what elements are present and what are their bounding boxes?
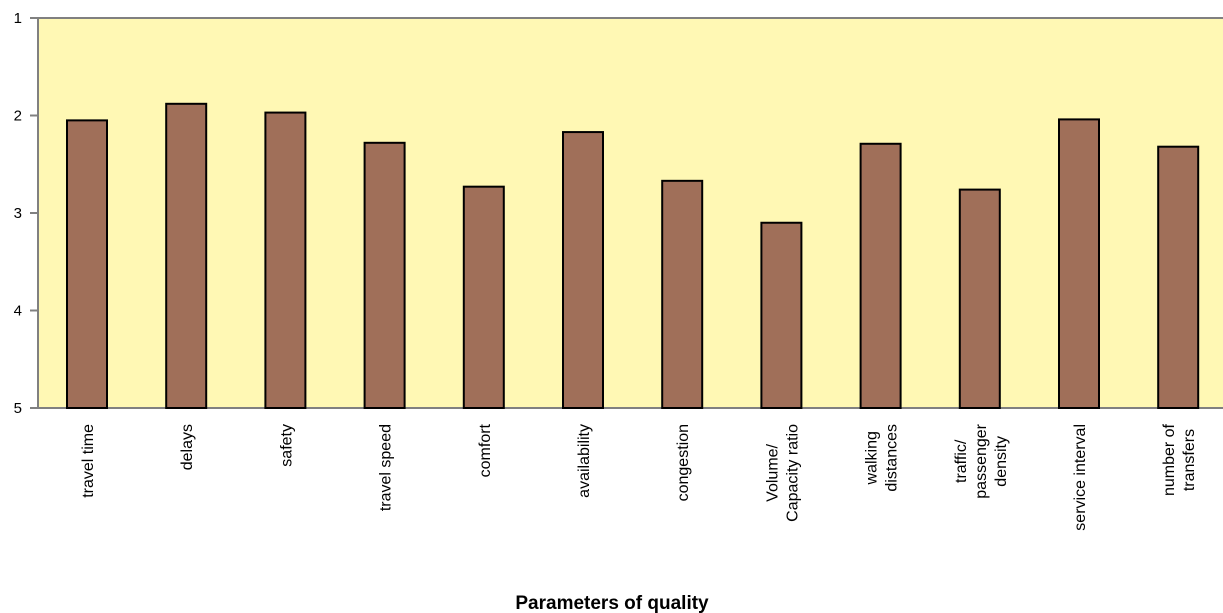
bar — [661, 179, 704, 409]
plot-area — [38, 18, 1223, 408]
x-tick-label-line: density — [993, 436, 1010, 487]
bar — [462, 185, 505, 409]
bar — [958, 188, 1001, 409]
x-tick-label-line: service interval — [1072, 424, 1089, 531]
x-tick-label: travel time — [80, 424, 97, 498]
x-axis-title: Parameters of quality — [515, 593, 709, 613]
x-tick-label-line: travel speed — [378, 424, 395, 511]
y-axis: 1 2 3 4 5 — [14, 10, 1223, 417]
x-tick-label-line: Volume/ — [764, 443, 781, 501]
x-tick-label: delays — [179, 424, 196, 470]
x-tick-label-line: passenger — [973, 423, 990, 498]
x-tick-label-line: number of — [1161, 423, 1178, 496]
bar — [363, 141, 406, 410]
bar — [859, 142, 902, 409]
x-tick-label: Volume/Capacity ratio — [764, 424, 801, 522]
bar — [165, 102, 208, 410]
x-tick-label-line: congestion — [675, 424, 692, 501]
x-tick-label: walking distances — [864, 424, 901, 492]
y-tick-label: 3 — [14, 205, 22, 222]
x-tick-label-line: traffic/ — [953, 439, 970, 483]
bars — [66, 102, 1200, 410]
x-tick-label: comfort — [477, 423, 494, 477]
bar — [760, 221, 803, 409]
y-tick-label: 4 — [14, 303, 22, 320]
x-tick-label: availability — [576, 424, 593, 498]
x-tick-label-line: transfers — [1181, 429, 1198, 491]
x-tick-label-line: safety — [278, 424, 295, 467]
x-tick-label-line: distances — [884, 424, 901, 492]
bar — [264, 111, 307, 409]
x-tick-label-line: Capacity ratio — [784, 424, 801, 522]
x-tick-label: travel speed — [378, 424, 395, 511]
y-tick-label: 5 — [14, 400, 22, 417]
x-tick-label: safety — [278, 424, 295, 467]
x-tick-label-line: travel time — [80, 424, 97, 498]
bar — [1058, 118, 1100, 410]
x-tick-label-line: delays — [179, 424, 196, 470]
x-tick-label: traffic/passenger density — [953, 423, 1010, 498]
y-tick-label: 2 — [14, 108, 22, 125]
x-tick-label-line: availability — [576, 424, 593, 498]
x-axis-labels: travel time delays safety travel speed comfo… — [80, 423, 1198, 530]
x-tick-label-line: comfort — [477, 423, 494, 477]
x-tick-label-line: walking — [864, 431, 881, 485]
y-tick-label: 1 — [14, 10, 22, 27]
x-tick-label: congestion — [675, 424, 692, 501]
x-tick-label: number of transfers — [1161, 423, 1198, 496]
bar — [1157, 145, 1200, 409]
bar — [66, 119, 108, 409]
bar — [562, 131, 604, 409]
x-tick-label: service interval — [1072, 424, 1089, 531]
